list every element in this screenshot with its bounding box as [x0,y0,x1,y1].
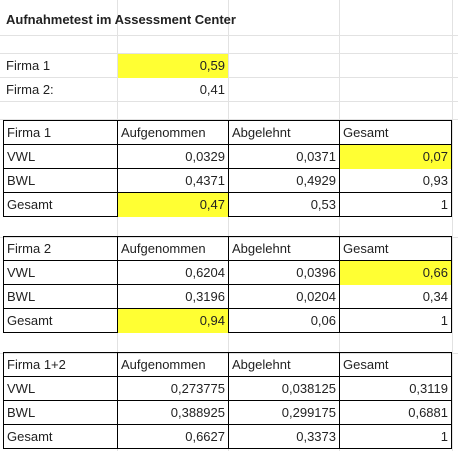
summary-value-firma1[interactable]: 0,59 [118,54,228,78]
gridline [0,119,458,120]
row-label-cell[interactable]: BWL [7,405,36,420]
table-header-cell[interactable]: Abgelehnt [232,125,291,140]
table-cell[interactable]: 0,273775 [170,381,225,396]
gridline [0,353,458,354]
row-label-cell[interactable]: VWL [7,265,36,280]
table-firma1-2: Firma 1+2 Aufgenommen Abgelehnt Gesamt V… [3,352,452,449]
gridline [0,101,458,102]
row-label-cell[interactable]: VWL [7,149,36,164]
sheet-title[interactable]: Aufnahmetest im Assessment Center [6,12,236,27]
table-cell[interactable]: 0,34 [422,289,448,304]
row-label-cell[interactable]: VWL [7,381,36,396]
table-firma2: Firma 2 Aufgenommen Abgelehnt Gesamt VWL… [3,236,452,333]
table-cell-highlighted[interactable]: 0,94 [118,309,228,333]
table-cell[interactable]: 0,4929 [296,173,336,188]
table-cell[interactable]: 0,3373 [296,429,336,444]
table-cell[interactable]: 0,0204 [296,289,336,304]
table-cell[interactable]: 0,388925 [170,405,225,420]
table-header-cell[interactable]: Gesamt [343,357,389,372]
table-cell[interactable]: 0,6627 [185,429,225,444]
table-cell[interactable]: 0,0329 [185,149,225,164]
gridline [339,0,340,451]
table-cell-highlighted[interactable]: 0,07 [340,145,451,169]
table-header-cell[interactable]: Aufgenommen [121,357,206,372]
table-cell[interactable]: 0,299175 [281,405,336,420]
table-cell[interactable]: 0,3119 [409,381,448,396]
table-header-cell[interactable]: Abgelehnt [232,357,291,372]
table-cell[interactable]: 0,038125 [281,381,336,396]
table-cell-highlighted[interactable]: 0,66 [340,261,451,285]
table-header-cell[interactable]: Aufgenommen [121,241,206,256]
table-cell[interactable]: 0,93 [422,173,448,188]
gridline [117,0,118,451]
summary-label-firma2[interactable]: Firma 2: [6,82,54,97]
table-cell[interactable]: 1 [440,429,448,444]
table-cell[interactable]: 1 [440,313,448,328]
table-header-cell[interactable]: Gesamt [343,125,389,140]
gridline [228,0,229,451]
gridline [0,53,458,54]
summary-value-firma2[interactable]: 0,41 [199,82,225,97]
row-label-cell[interactable]: Gesamt [7,313,53,328]
gridline [0,77,458,78]
summary-label-firma1[interactable]: Firma 1 [6,58,51,73]
table-cell-highlighted[interactable]: 0,47 [118,193,228,217]
table-cell[interactable]: 0,53 [310,197,336,212]
table-header-cell[interactable]: Firma 1+2 [7,357,66,372]
table-cell[interactable]: 0,0396 [296,265,336,280]
row-label-cell[interactable]: Gesamt [7,429,53,444]
gridline [0,237,458,238]
table-header-cell[interactable]: Firma 2 [7,241,52,256]
table-cell[interactable]: 0,0371 [296,149,336,164]
gridline [0,35,458,36]
table-firma1: Firma 1 Aufgenommen Abgelehnt Gesamt VWL… [3,120,452,217]
table-header-cell[interactable]: Firma 1 [7,125,52,140]
gridline [452,0,453,451]
table-cell[interactable]: 0,6881 [408,405,448,420]
table-cell[interactable]: 0,6204 [185,265,225,280]
row-label-cell[interactable]: BWL [7,289,36,304]
table-header-cell[interactable]: Aufgenommen [121,125,206,140]
row-label-cell[interactable]: Gesamt [7,197,53,212]
row-label-cell[interactable]: BWL [7,173,36,188]
table-cell[interactable]: 0,4371 [185,173,225,188]
table-header-cell[interactable]: Gesamt [343,241,389,256]
table-cell[interactable]: 0,3196 [185,289,225,304]
table-cell[interactable]: 0,06 [310,313,336,328]
table-header-cell[interactable]: Abgelehnt [232,241,291,256]
table-cell[interactable]: 1 [440,197,448,212]
